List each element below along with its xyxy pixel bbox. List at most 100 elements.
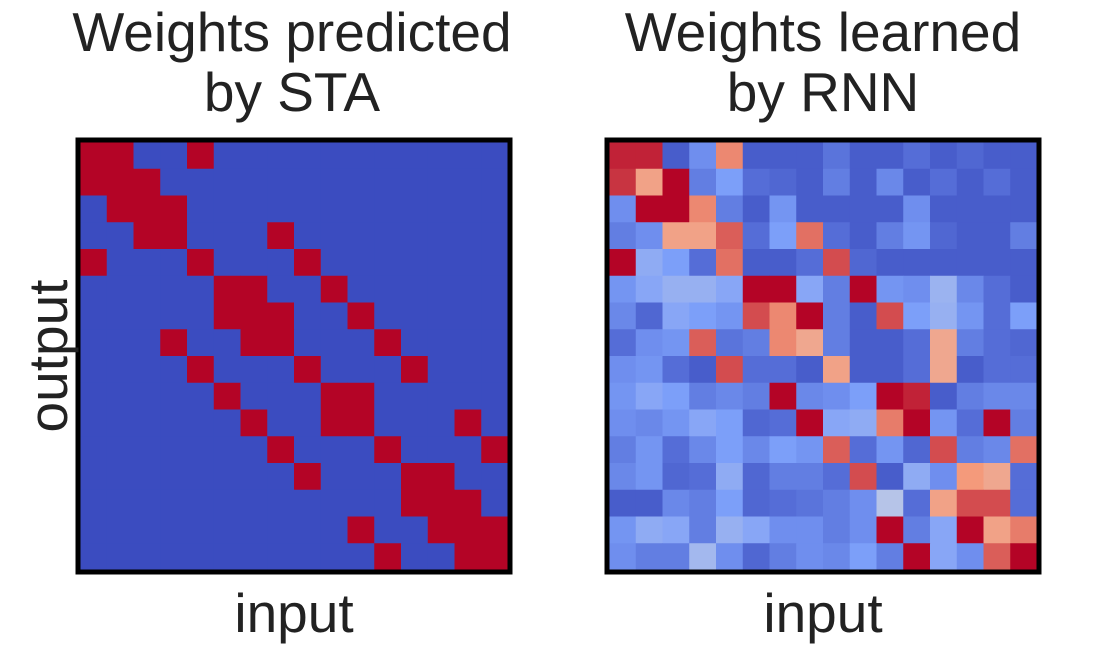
heatmap-cell [769, 168, 797, 196]
heatmap-cell [689, 356, 717, 384]
heatmap-cell [956, 409, 984, 437]
heatmap-cell [481, 329, 509, 357]
heatmap-cell [796, 142, 824, 170]
heatmap-cell [213, 543, 241, 571]
heatmap-cell [213, 142, 241, 170]
heatmap-cell [240, 142, 268, 170]
heatmap-cell [635, 489, 663, 517]
heatmap-cell [769, 543, 797, 571]
heatmap-cell [903, 275, 931, 303]
heatmap-cell [769, 516, 797, 544]
heatmap-cell [769, 489, 797, 517]
heatmap-cell [213, 382, 241, 410]
heatmap-cell [1010, 195, 1038, 223]
heatmap-cell [320, 168, 348, 196]
heatmap-cell [1010, 142, 1038, 170]
heatmap-cell [374, 409, 402, 437]
heatmap-cell [320, 329, 348, 357]
heatmap-cell [635, 222, 663, 250]
heatmap-cell [903, 168, 931, 196]
heatmap-cell [481, 409, 509, 437]
heatmap-cell [80, 168, 108, 196]
heatmap-cell [213, 222, 241, 250]
heatmap-cell [187, 382, 215, 410]
heatmap-cell [609, 463, 637, 491]
heatmap-cell [742, 356, 770, 384]
heatmap-cell [160, 195, 188, 223]
heatmap-cell [267, 382, 295, 410]
heatmap-cell [133, 409, 161, 437]
right-chart-title-line1: Weights learned [624, 1, 1022, 63]
heatmap-cell [689, 302, 717, 330]
heatmap-cell [849, 543, 877, 571]
heatmap-cell [716, 543, 744, 571]
heatmap-cell [689, 329, 717, 357]
heatmap-cell [983, 222, 1011, 250]
heatmap-cell [160, 168, 188, 196]
heatmap-cell [930, 302, 958, 330]
heatmap-cell [823, 195, 851, 223]
heatmap-cell [454, 168, 482, 196]
heatmap-cell [796, 195, 824, 223]
heatmap-cell [427, 329, 455, 357]
heatmap-cell [294, 516, 322, 544]
heatmap-cell [930, 409, 958, 437]
heatmap-cell [903, 382, 931, 410]
heatmap-cell [133, 142, 161, 170]
heatmap-cell [742, 463, 770, 491]
heatmap-cell [956, 463, 984, 491]
heatmap-cell [903, 516, 931, 544]
heatmap-cell [187, 409, 215, 437]
heatmap-cell [267, 409, 295, 437]
heatmap-cell [187, 463, 215, 491]
heatmap-cell [796, 489, 824, 517]
heatmap-cell [742, 516, 770, 544]
heatmap-cell [106, 249, 134, 277]
heatmap-cell [160, 356, 188, 384]
heatmap-cell [849, 275, 877, 303]
heatmap-cell [347, 516, 375, 544]
heatmap-cell [716, 142, 744, 170]
heatmap-cell [742, 142, 770, 170]
heatmap-cell [267, 142, 295, 170]
heatmap-cell [294, 275, 322, 303]
right-chart-title-line2: by RNN [726, 61, 920, 123]
heatmap-cell [769, 382, 797, 410]
heatmap-cell [401, 329, 429, 357]
heatmap-cell [240, 329, 268, 357]
left-chart-title-line2: by STA [203, 61, 381, 123]
heatmap-cell [454, 249, 482, 277]
heatmap-cell [903, 436, 931, 464]
heatmap-cell [796, 436, 824, 464]
heatmap-cell [662, 409, 690, 437]
heatmap-cell [240, 543, 268, 571]
heatmap-cell [320, 275, 348, 303]
heatmap-cell [609, 249, 637, 277]
right-x-axis-label: input [763, 582, 883, 644]
heatmap-cell [481, 356, 509, 384]
heatmap-cell [347, 489, 375, 517]
heatmap-cell [294, 168, 322, 196]
heatmap-cell [320, 516, 348, 544]
heatmap-cell [742, 249, 770, 277]
heatmap-cell [1010, 463, 1038, 491]
heatmap-cell [160, 463, 188, 491]
heatmap-cell [635, 302, 663, 330]
heatmap-cell [401, 543, 429, 571]
heatmap-cell [133, 463, 161, 491]
heatmap-cell [742, 543, 770, 571]
heatmap-cell [401, 516, 429, 544]
heatmap-cell [983, 463, 1011, 491]
heatmap-cell [1010, 409, 1038, 437]
heatmap-cell [374, 142, 402, 170]
heatmap-cell [267, 463, 295, 491]
heatmap-cell [876, 516, 904, 544]
heatmap-cell [742, 489, 770, 517]
heatmap-cell [609, 329, 637, 357]
heatmap-cell [133, 436, 161, 464]
heatmap-cell [930, 195, 958, 223]
heatmap-cell [662, 356, 690, 384]
heatmap-cell [823, 382, 851, 410]
heatmap-cell [106, 222, 134, 250]
heatmap-cell [80, 275, 108, 303]
